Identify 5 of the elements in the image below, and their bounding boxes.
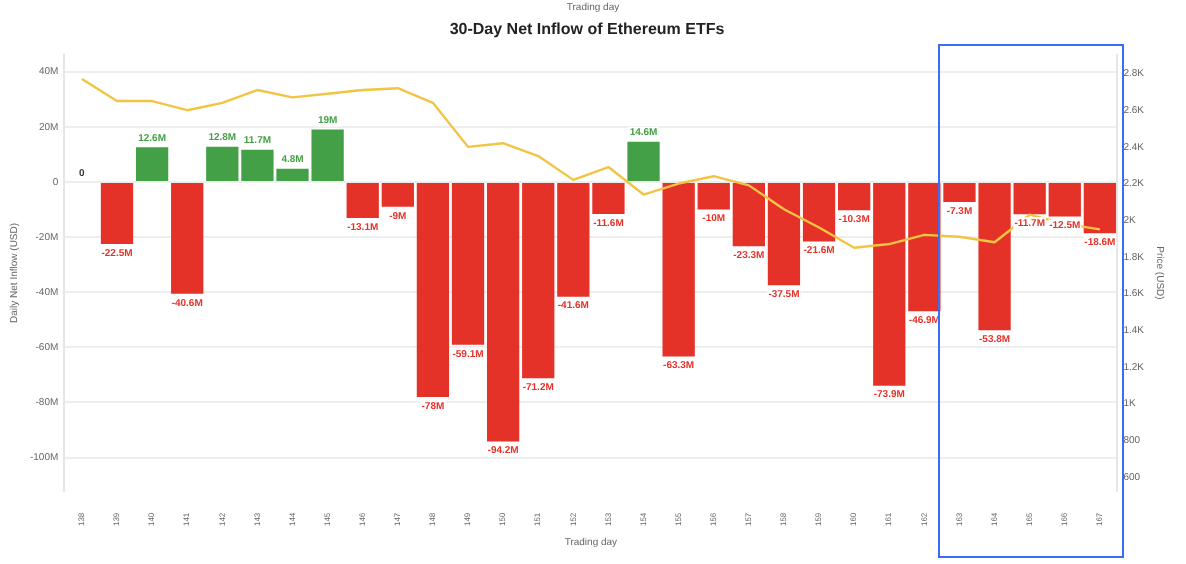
bar [171,182,204,294]
chart-title: 30-Day Net Inflow of Ethereum ETFs [449,20,726,39]
bar [100,182,134,244]
bar [627,141,660,181]
bar [135,147,169,181]
